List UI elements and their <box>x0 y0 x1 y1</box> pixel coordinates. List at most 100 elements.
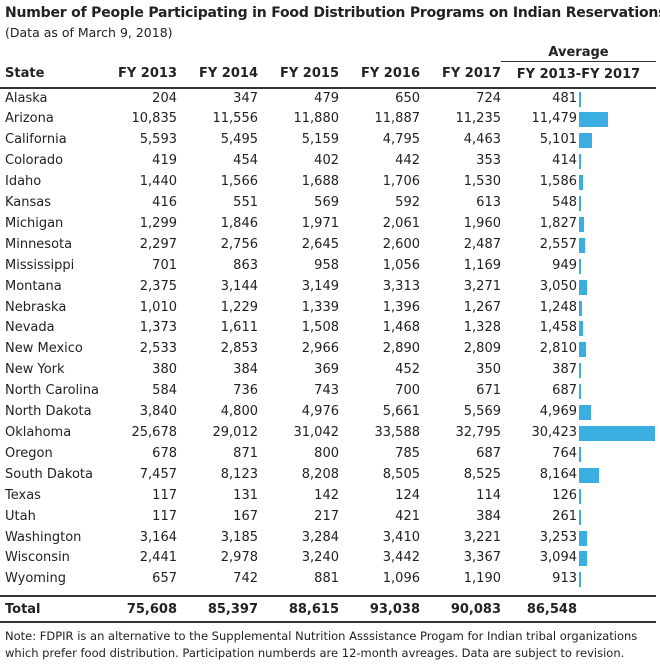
fy2014-cell: 1,846 <box>220 215 258 231</box>
average-bar-cell <box>577 507 656 528</box>
fy2015-cell: 800 <box>314 445 339 461</box>
average-bar-cell <box>577 88 656 110</box>
state-cell: Kansas <box>5 195 52 211</box>
fy2013-cell: 2,533 <box>139 341 177 357</box>
state-cell: Arizona <box>5 111 54 127</box>
average-bar-cell <box>577 298 656 319</box>
total-label: Total <box>0 595 96 624</box>
average-bar-cell <box>577 569 656 590</box>
fy2017-cell: 1,328 <box>463 320 501 336</box>
state-cell: Wyoming <box>5 571 67 587</box>
fy2016-cell: 1,096 <box>382 571 420 587</box>
average-bar-cell <box>577 151 656 172</box>
total-fy2016-cell: 93,038 <box>339 595 420 624</box>
average-cell: 4,969 <box>539 404 577 420</box>
fy2014-cell: 454 <box>233 153 258 169</box>
average-cell: 126 <box>552 487 577 503</box>
fy2016-cell: 2,600 <box>382 236 420 252</box>
fy2015-cell: 3,149 <box>301 278 339 294</box>
fy2016-cell: 1,468 <box>382 320 420 336</box>
average-column-header: FY 2013-FY 2017 <box>501 61 657 89</box>
average-bar <box>579 426 655 441</box>
table-row: Colorado 419 454 402 442 353 414 <box>0 151 656 172</box>
average-bar-cell <box>577 109 656 130</box>
fy2014-cell: 1,229 <box>220 299 258 315</box>
average-bar <box>579 133 592 149</box>
table-row: California 5,593 5,495 5,159 4,795 4,463 5,101 <box>0 130 656 151</box>
fy2015-cell: 569 <box>314 195 339 211</box>
fy2013-cell: 3,840 <box>139 404 177 420</box>
footnote: Note: FDPIR is an alternative to the Sup… <box>5 629 638 660</box>
fy2013-cell: 2,297 <box>139 236 177 252</box>
fy2016-cell: 452 <box>395 362 420 378</box>
table-row: Utah 117 167 217 421 384 261 <box>0 507 656 528</box>
fy2016-cell: 3,442 <box>382 550 420 566</box>
fy2013-cell: 7,457 <box>139 466 177 482</box>
data-table: Average State FY 2013 FY 2014 FY 2015 FY… <box>0 41 657 624</box>
average-cell: 414 <box>552 153 577 169</box>
fy2013-cell: 1,373 <box>139 320 177 336</box>
fy2017-cell: 1,267 <box>463 299 501 315</box>
fy2014-cell: 3,144 <box>220 278 258 294</box>
fy2016-cell: 11,887 <box>374 111 421 127</box>
fy2015-cell: 479 <box>314 90 339 106</box>
table-row: Nevada 1,373 1,611 1,508 1,468 1,328 1,458 <box>0 318 656 339</box>
average-cell: 548 <box>552 195 577 211</box>
fy2016-cell: 1,706 <box>382 174 420 190</box>
fy2013-cell: 1,440 <box>139 174 177 190</box>
fy2016-cell: 3,313 <box>382 278 420 294</box>
average-cell: 949 <box>552 257 577 273</box>
average-cell: 3,253 <box>539 529 577 545</box>
table-row: Texas 117 131 142 124 114 126 <box>0 486 656 507</box>
fy2016-cell: 8,505 <box>382 466 420 482</box>
fy2014-cell: 2,978 <box>220 550 258 566</box>
average-bar <box>579 488 581 504</box>
fy2014-cell: 3,185 <box>220 529 258 545</box>
average-bar-cell <box>577 130 656 151</box>
state-cell: South Dakota <box>5 466 93 482</box>
total-bar-cell <box>577 595 657 624</box>
total-average-cell: 86,548 <box>501 595 577 624</box>
fy2015-cell: 142 <box>314 487 339 503</box>
fy2013-cell: 117 <box>152 508 177 524</box>
fy2016-cell: 1,056 <box>382 257 420 273</box>
fy2015-cell: 2,966 <box>301 341 339 357</box>
fy2015-cell: 958 <box>314 257 339 273</box>
table-row: Alaska 204 347 479 650 724 481 <box>0 88 656 110</box>
average-bar-cell <box>577 193 656 214</box>
state-column-header: State <box>0 61 96 89</box>
average-bar <box>579 258 582 274</box>
fy2017-cell: 5,569 <box>463 404 501 420</box>
fy2014-cell: 11,556 <box>212 111 259 127</box>
fy2013-cell: 1,010 <box>139 299 177 315</box>
chart-subtitle: (Data as of March 9, 2018) <box>5 25 173 40</box>
fy2017-column-header: FY 2017 <box>420 61 501 89</box>
fy2014-cell: 1,566 <box>220 174 258 190</box>
fy2016-cell: 2,890 <box>382 341 420 357</box>
table-row: Oklahoma 25,678 29,012 31,042 33,588 32,795 30… <box>0 423 656 444</box>
table-row: New York 380 384 369 452 350 387 <box>0 360 656 381</box>
fy2013-cell: 10,835 <box>131 111 178 127</box>
fy2016-cell: 2,061 <box>382 215 420 231</box>
fy2013-cell: 204 <box>152 90 177 106</box>
table-row: Idaho 1,440 1,566 1,688 1,706 1,530 1,586 <box>0 172 656 193</box>
average-bar <box>579 405 592 421</box>
fy2016-cell: 421 <box>395 508 420 524</box>
state-cell: Colorado <box>5 153 64 169</box>
fy2015-cell: 3,284 <box>301 529 339 545</box>
average-bar-cell <box>577 381 656 402</box>
average-bar <box>579 509 581 525</box>
table-row: Montana 2,375 3,144 3,149 3,313 3,271 3,050 <box>0 277 656 298</box>
average-bar-cell <box>577 402 656 423</box>
average-cell: 1,458 <box>539 320 577 336</box>
fy2014-cell: 384 <box>233 362 258 378</box>
average-bar <box>579 572 582 588</box>
fy2017-cell: 1,960 <box>463 215 501 231</box>
average-cell: 3,094 <box>539 550 577 566</box>
chart-title: Number of People Participating in Food D… <box>5 5 660 21</box>
fy2017-cell: 11,235 <box>455 111 502 127</box>
table-row: Nebraska 1,010 1,229 1,339 1,396 1,267 1,248 <box>0 298 656 319</box>
fy2016-cell: 33,588 <box>374 425 421 440</box>
average-bar-cell <box>577 486 656 507</box>
table-row: Michigan 1,299 1,846 1,971 2,061 1,960 1,827 <box>0 214 656 235</box>
